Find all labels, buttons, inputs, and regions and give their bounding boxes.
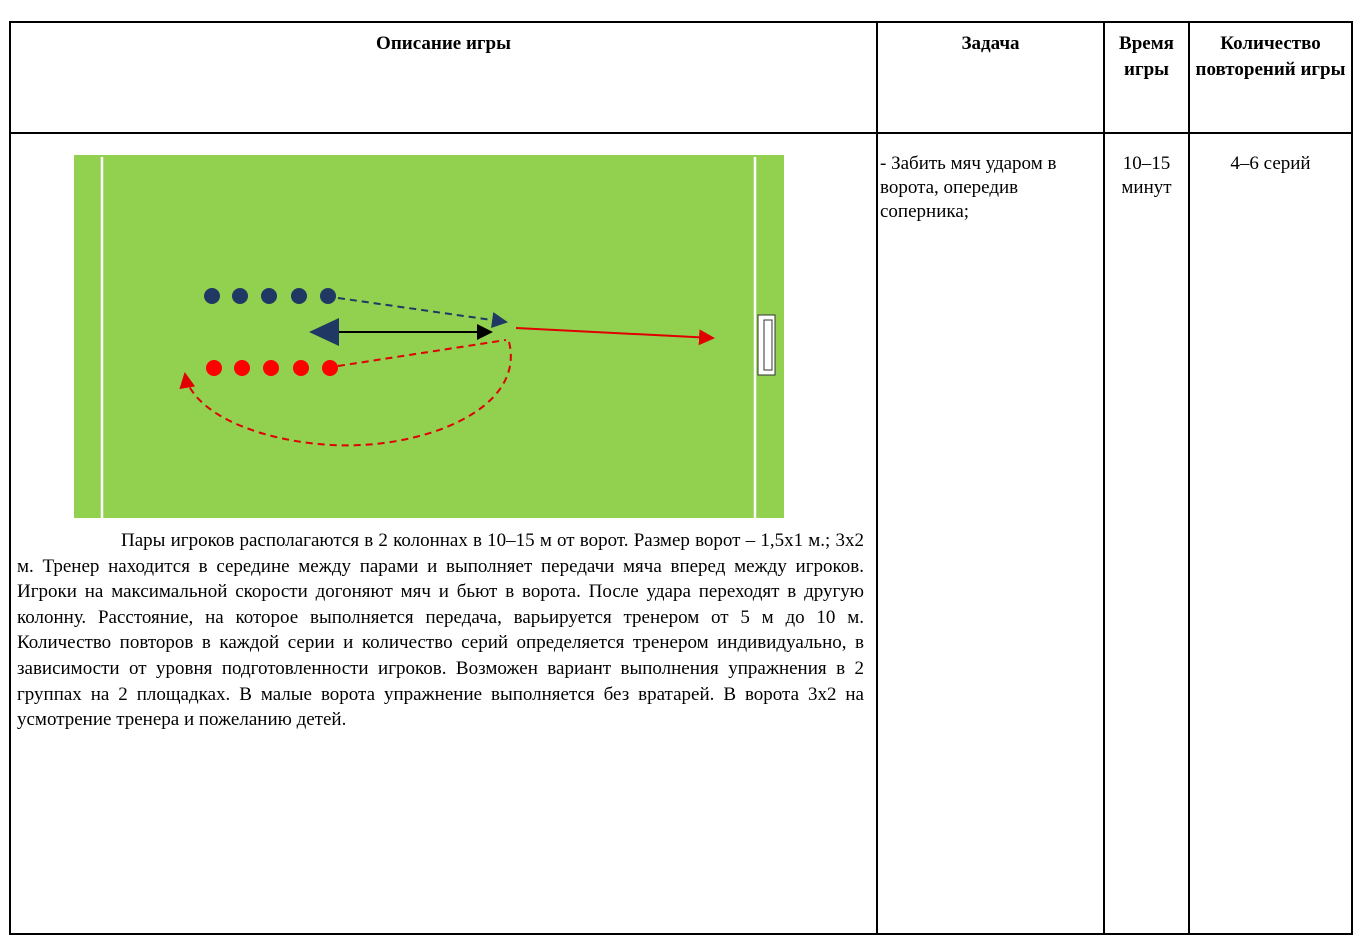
body-row: Пары игроков располагаются в 2 колоннах … (9, 132, 1353, 935)
field-diagram (74, 155, 784, 518)
blue-players (204, 288, 336, 304)
header-cell: Описание игры (9, 21, 878, 134)
repeat-cell: 4–6 серий (1188, 132, 1353, 935)
header-cell: Количество повторений игры (1188, 21, 1353, 134)
header-cell: Время игры (1103, 21, 1190, 134)
task-cell: - Забить мяч ударом в ворота, опередив с… (876, 132, 1105, 935)
description-cell: Пары игроков располагаются в 2 колоннах … (9, 132, 878, 935)
red-players (206, 360, 338, 376)
description-text: Пары игроков располагаются в 2 колоннах … (17, 530, 864, 731)
page: Описание игры Задача Время игры Количест… (9, 21, 1353, 935)
header-row: Описание игры Задача Время игры Количест… (9, 21, 1353, 134)
time-cell: 10–15 минут (1103, 132, 1190, 935)
header-cell: Задача (876, 21, 1105, 134)
exercise-table: Описание игры Задача Время игры Количест… (9, 21, 1353, 935)
goal (757, 314, 776, 376)
